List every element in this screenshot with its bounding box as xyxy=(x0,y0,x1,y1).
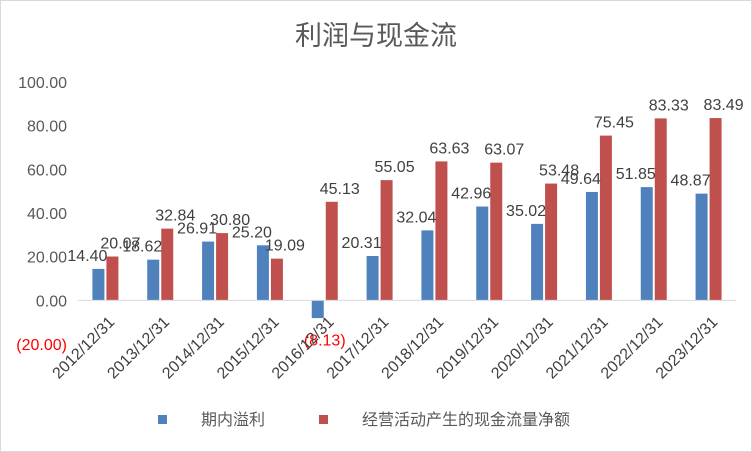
y-axis: 100.00 80.00 60.00 40.00 20.00 0.00 (20.00) xyxy=(16,75,67,354)
bars xyxy=(92,118,722,319)
profit-bar xyxy=(476,206,489,301)
cashflow-data-label: 20.07 xyxy=(100,236,140,253)
profit-data-label: 32.04 xyxy=(396,209,436,226)
y-tick-label: (20.00) xyxy=(16,337,67,354)
profit-bar xyxy=(366,255,379,301)
cashflow-bar xyxy=(435,161,448,301)
profit-data-label: 26.91 xyxy=(177,221,217,238)
profit-data-label: 42.96 xyxy=(451,186,491,203)
cashflow-data-label: 19.09 xyxy=(265,238,305,255)
cashflow-bar xyxy=(270,258,283,301)
profit-bar xyxy=(202,241,215,301)
profit-bar xyxy=(421,230,434,301)
legend-label-cashflow: 经营活动产生的现金流量净额 xyxy=(362,410,570,429)
cashflow-bar xyxy=(106,256,119,301)
cashflow-data-label: 55.05 xyxy=(375,159,415,176)
profit-bar xyxy=(585,191,598,301)
cashflow-bar xyxy=(654,118,667,301)
cashflow-bar xyxy=(709,118,722,301)
profit-data-label: (8.13) xyxy=(304,332,346,349)
x-axis: 2012/12/312013/12/312014/12/312015/12/31… xyxy=(50,314,722,383)
y-tick-label: 20.00 xyxy=(27,250,67,267)
profit-data-label: 18.62 xyxy=(122,239,162,256)
y-tick-label: 100.00 xyxy=(18,75,67,92)
profit-data-label: 51.85 xyxy=(616,166,656,183)
cashflow-data-label: 63.63 xyxy=(429,140,469,157)
profit-data-label: 35.02 xyxy=(506,203,546,220)
cashflow-bar xyxy=(161,228,174,301)
profit-bar xyxy=(640,187,653,301)
y-tick-label: 0.00 xyxy=(36,293,67,310)
profit-data-label: 48.87 xyxy=(671,173,711,190)
cashflow-data-label: 83.33 xyxy=(649,97,689,114)
legend-swatch-cashflow xyxy=(319,415,328,424)
legend-swatch-profit xyxy=(158,415,167,424)
profit-bar xyxy=(147,259,160,301)
cashflow-bar xyxy=(545,183,558,301)
profit-data-label: 20.31 xyxy=(342,235,382,252)
cashflow-data-label: 30.80 xyxy=(210,212,250,229)
legend-label-profit: 期内溢利 xyxy=(201,410,265,429)
y-tick-label: 60.00 xyxy=(27,162,67,179)
cashflow-bar xyxy=(599,135,612,301)
profit-bar xyxy=(256,245,269,301)
profit-data-label: 14.40 xyxy=(67,248,107,265)
cashflow-data-label: 32.84 xyxy=(155,208,195,225)
profit-data-label: 25.20 xyxy=(232,224,272,241)
legend: 期内溢利 经营活动产生的现金流量净额 xyxy=(158,410,570,429)
y-tick-label: 80.00 xyxy=(27,119,67,136)
profit-bar xyxy=(311,300,324,319)
cashflow-data-label: 75.45 xyxy=(594,115,634,132)
cashflow-bar xyxy=(325,201,338,301)
profit-bar xyxy=(92,268,105,301)
cashflow-bar xyxy=(380,180,393,301)
chart-title: 利润与现金流 xyxy=(295,21,457,52)
cashflow-bar xyxy=(216,233,229,301)
cashflow-data-label: 63.07 xyxy=(484,142,524,159)
cashflow-bar xyxy=(490,162,503,301)
cashflow-data-label: 83.49 xyxy=(704,97,744,114)
cashflow-data-label: 53.48 xyxy=(539,163,579,180)
profit-bar xyxy=(531,223,544,301)
profit-data-label: 49.64 xyxy=(561,171,601,188)
cashflow-data-label: 45.13 xyxy=(320,181,360,198)
profit-bar xyxy=(695,193,708,301)
y-tick-label: 40.00 xyxy=(27,206,67,223)
